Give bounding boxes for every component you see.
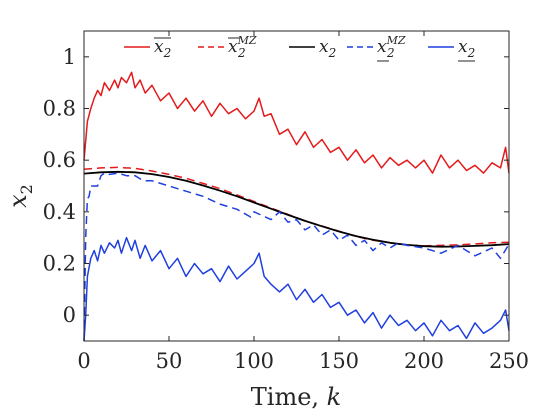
series-line-2 (83, 166, 510, 247)
y-tick-label: 0.8 (43, 97, 76, 121)
x-tick-label: 50 (156, 349, 183, 373)
series-layer (83, 71, 510, 342)
legend-label-subscript: 2 (386, 46, 395, 60)
legend-label-subscript: 2 (237, 46, 246, 60)
legend-label-1: x2 (154, 37, 171, 60)
series-line-3 (83, 170, 510, 248)
plot-area-background (84, 31, 509, 341)
x-axis-label-text: Time, (251, 383, 327, 411)
legend-label-base: x (458, 37, 468, 57)
ticks-layer: 0 50 100 150 200 250 0 0.2 0.4 0.6 0.8 1 (43, 31, 529, 373)
legend-label-base: x (377, 37, 387, 57)
series-line-5 (83, 236, 510, 342)
legend-label-3: x2 (319, 37, 336, 60)
series-line-4 (83, 172, 510, 342)
y-tick-label: 0.6 (43, 148, 76, 172)
x-tick-label: 100 (234, 349, 274, 373)
y-axis-label-variable: x (4, 194, 32, 208)
legend-label-base: x (228, 37, 238, 57)
legend-label-superscript: MZ (237, 34, 257, 47)
y-tick-label: 0.2 (43, 252, 76, 276)
legend: x2 xMZ 2 x2 xMZ 2 x2 (124, 34, 475, 62)
series-line-1 (83, 71, 510, 174)
x-tick-label: 0 (77, 349, 90, 373)
legend-label-subscript: 2 (163, 46, 172, 60)
x-tick-label: 250 (489, 349, 529, 373)
legend-label-base: x (154, 37, 164, 57)
legend-label-superscript: MZ (386, 34, 406, 47)
y-tick-label: 0 (63, 303, 76, 327)
y-tick-label: 0.4 (43, 200, 76, 224)
legend-label-4: xMZ 2 (377, 34, 406, 60)
y-axis-label-subscript: 2 (17, 184, 36, 194)
legend-label-base: x (319, 37, 329, 57)
x-tick-label: 200 (404, 349, 444, 373)
legend-label-subscript: 2 (328, 46, 337, 60)
y-tick-label: 1 (63, 45, 76, 69)
x-axis-label: Time, k (251, 383, 341, 411)
x-tick-label: 150 (319, 349, 359, 373)
y-axis-label: x2 (4, 184, 36, 208)
legend-label-subscript: 2 (467, 46, 476, 60)
x-axis-label-variable: k (327, 383, 342, 411)
legend-label-2: xMZ 2 (228, 34, 257, 60)
plot-area-border (83, 30, 510, 342)
legend-label-5: x2 (458, 37, 475, 60)
